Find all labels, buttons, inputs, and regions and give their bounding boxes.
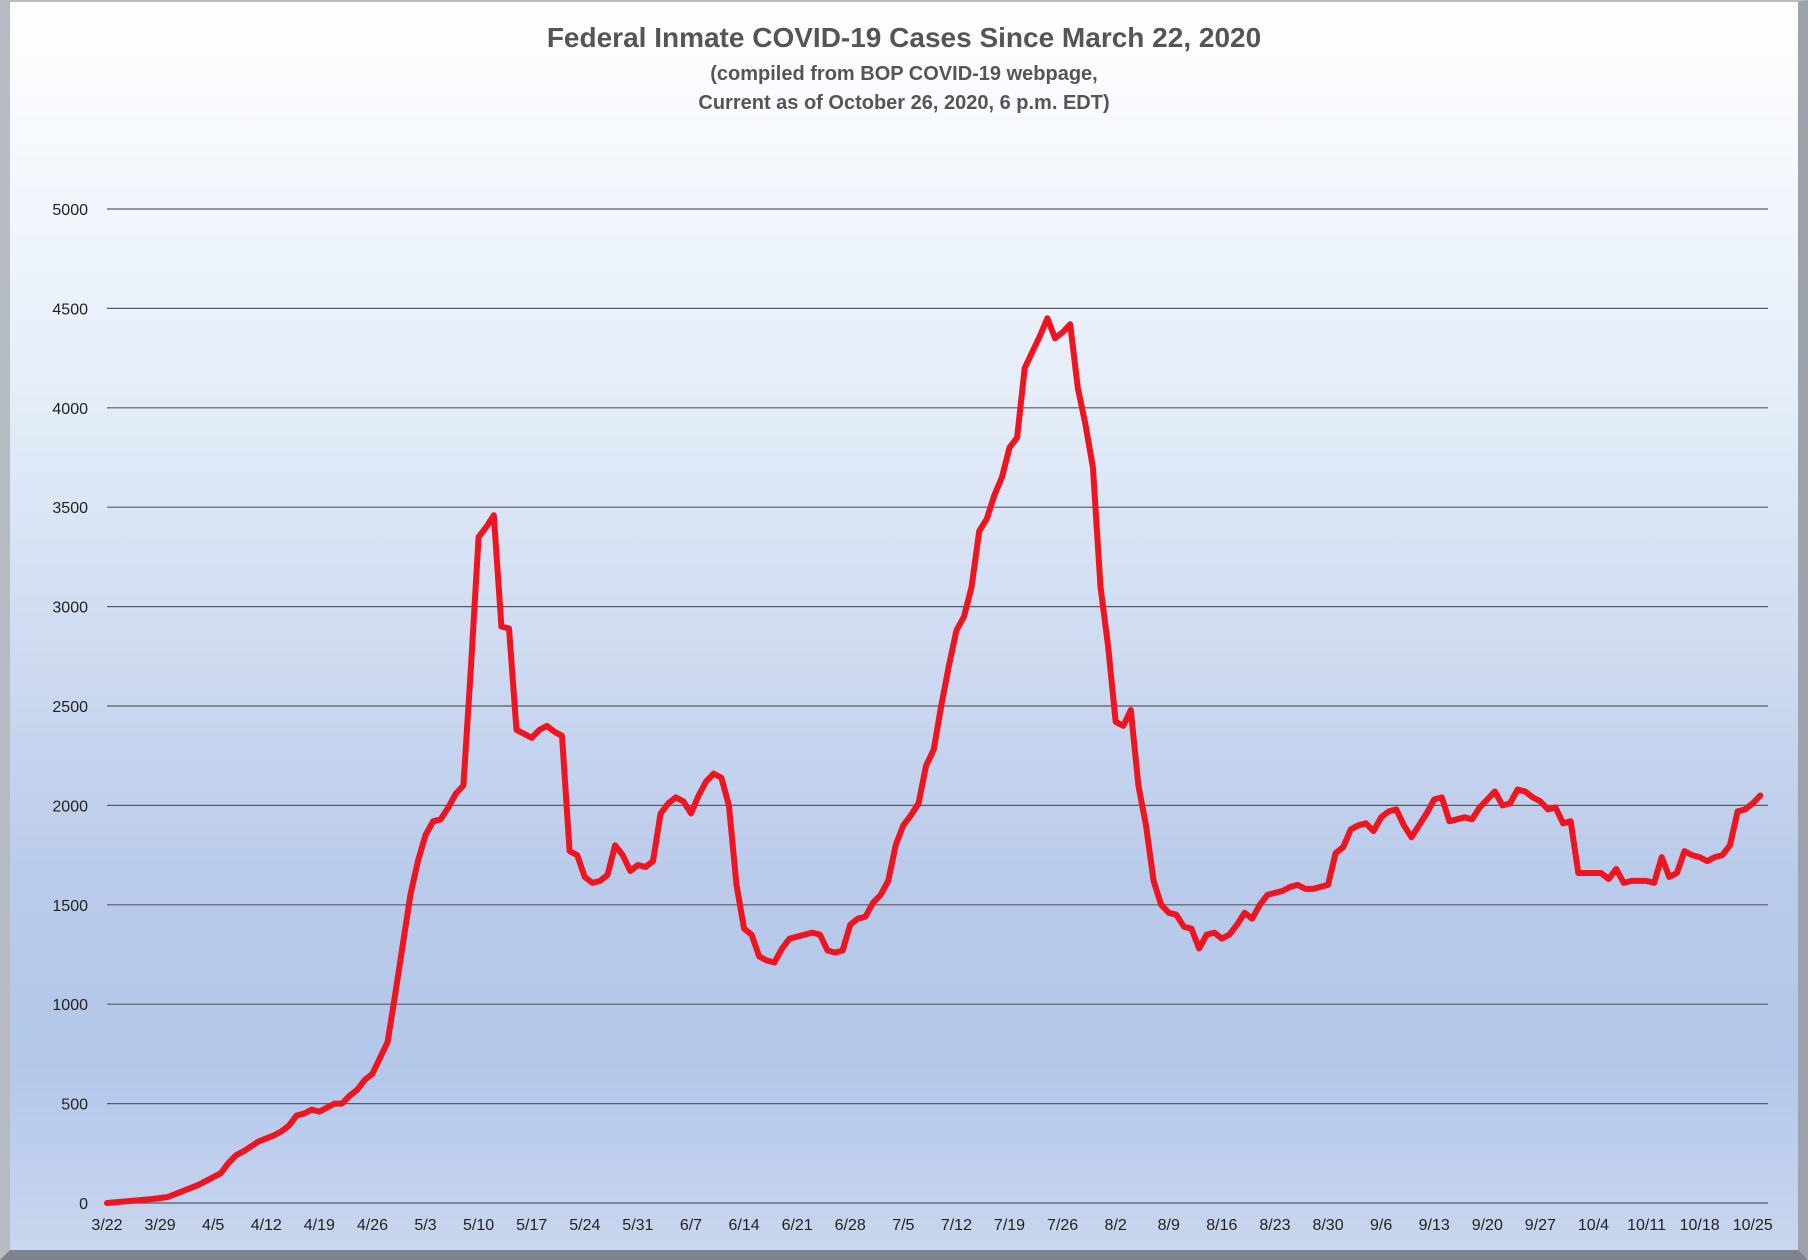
x-tick-label: 8/23	[1259, 1217, 1290, 1234]
x-axis-tick-labels: 3/22 3/29 4/5 4/12 4/19 4/26 5/3 5/10 5/17 5/24 5/…	[91, 1217, 1772, 1234]
x-tick-label: 8/2	[1105, 1217, 1127, 1234]
x-tick-label: 10/4	[1578, 1217, 1609, 1234]
y-tick-label: 2000	[52, 798, 88, 815]
x-tick-label: 9/27	[1525, 1217, 1556, 1234]
x-tick-label: 9/13	[1419, 1217, 1450, 1234]
y-tick-label: 3500	[52, 500, 88, 517]
x-tick-label: 6/14	[728, 1217, 759, 1234]
x-tick-label: 9/6	[1370, 1217, 1392, 1234]
y-tick-label: 2500	[52, 699, 88, 716]
x-tick-label: 8/16	[1206, 1217, 1237, 1234]
x-tick-label: 10/11	[1627, 1217, 1666, 1234]
x-tick-label: 5/10	[463, 1217, 494, 1234]
x-tick-label: 5/24	[569, 1217, 600, 1234]
x-tick-label: 5/31	[622, 1217, 653, 1234]
x-tick-label: 4/19	[304, 1217, 335, 1234]
y-tick-label: 500	[61, 1097, 88, 1114]
x-tick-label: 4/26	[357, 1217, 388, 1234]
x-tick-label: 10/25	[1733, 1217, 1773, 1234]
series-layer	[104, 315, 1764, 1206]
y-tick-label: 4500	[52, 301, 88, 318]
x-tick-label: 8/30	[1312, 1217, 1343, 1234]
x-tick-label: 7/12	[941, 1217, 972, 1234]
x-tick-label: 6/28	[835, 1217, 866, 1234]
x-tick-label: 3/29	[145, 1217, 176, 1234]
chart-subtitle-line-1: (compiled from BOP COVID-19 webpage,	[710, 63, 1097, 85]
x-tick-label: 7/5	[892, 1217, 914, 1234]
y-tick-label: 1000	[52, 997, 88, 1014]
gridlines	[107, 208, 1768, 1204]
x-tick-label: 9/20	[1472, 1217, 1503, 1234]
x-tick-label: 6/21	[782, 1217, 813, 1234]
x-tick-label: 4/12	[251, 1217, 282, 1234]
x-tick-label: 10/18	[1680, 1217, 1720, 1234]
y-tick-label: 5000	[52, 202, 88, 219]
x-tick-label: 3/22	[91, 1217, 122, 1234]
chart-title: Federal Inmate COVID-19 Cases Since Marc…	[547, 22, 1261, 53]
y-axis-tick-labels: 0 500 1000 1500 2000 2500 3000 3500 4000 4500 5000	[52, 202, 88, 1213]
x-tick-label: 5/3	[414, 1217, 436, 1234]
y-tick-label: 1500	[52, 898, 88, 915]
series-line	[104, 315, 1764, 1206]
y-tick-label: 3000	[52, 600, 88, 617]
x-tick-label: 4/5	[202, 1217, 224, 1234]
x-tick-label: 8/9	[1158, 1217, 1180, 1234]
x-tick-label: 6/7	[680, 1217, 702, 1234]
x-tick-label: 5/17	[516, 1217, 547, 1234]
y-tick-label: 4000	[52, 401, 88, 418]
x-tick-label: 7/26	[1047, 1217, 1078, 1234]
x-tick-label: 7/19	[994, 1217, 1025, 1234]
chart-subtitle-line-2: Current as of October 26, 2020, 6 p.m. E…	[698, 92, 1109, 114]
y-tick-label: 0	[79, 1196, 88, 1213]
